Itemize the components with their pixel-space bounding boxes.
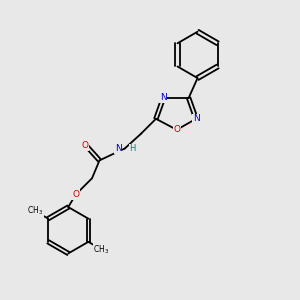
Text: H: H [129, 144, 136, 153]
Text: O: O [81, 141, 88, 150]
Text: CH$_3$: CH$_3$ [93, 243, 109, 256]
Text: O: O [173, 125, 180, 134]
Text: N: N [193, 114, 200, 123]
Text: N: N [160, 94, 167, 103]
Text: N: N [115, 144, 122, 153]
Text: O: O [72, 190, 79, 199]
Text: CH$_3$: CH$_3$ [27, 205, 44, 217]
